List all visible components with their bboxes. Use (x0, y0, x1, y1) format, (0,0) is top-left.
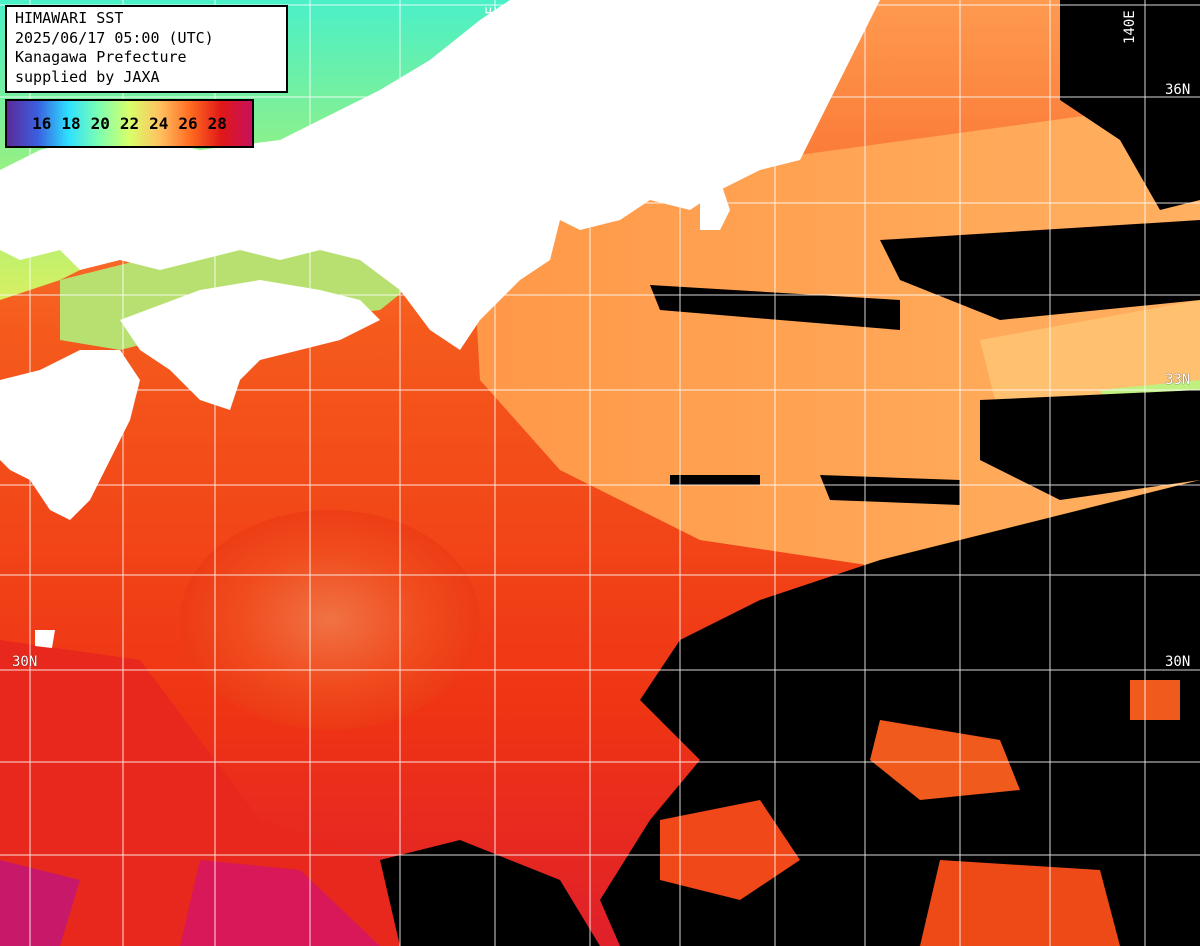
warm-patch-2 (870, 720, 1020, 800)
lon-label-140e: 140E (1122, 10, 1138, 44)
izu-peninsula (700, 180, 730, 230)
cloud-mass-south (380, 840, 600, 946)
map-title: HIMAWARI SST (15, 9, 124, 27)
warm-patch-1 (660, 800, 800, 900)
legend-tick: 28 (207, 114, 227, 133)
magenta-patch-west (0, 860, 80, 946)
legend-tick: 26 (178, 114, 198, 133)
legend-tick: 20 (90, 114, 110, 133)
lat-label-33n: 33N (1165, 372, 1191, 388)
kyushu-land (0, 350, 140, 520)
lat-label-30n-west: 30N (12, 654, 38, 670)
hot-sea-region (0, 640, 420, 946)
lat-label-30n-east: 30N (1165, 654, 1191, 670)
title-box: HIMAWARI SST 2025/06/17 05:00 (UTC) Kana… (5, 5, 288, 93)
magenta-patch (180, 860, 380, 946)
legend-tick: 18 (61, 114, 81, 133)
lat-label-36n: 36N (1165, 82, 1191, 98)
cloud-band-3 (820, 475, 960, 505)
legend-tick: 16 (32, 114, 52, 133)
map-publisher: Kanagawa Prefecture (15, 48, 187, 66)
warm-patch-4 (1130, 680, 1180, 720)
small-island (35, 630, 55, 648)
warm-patch-3 (920, 860, 1120, 946)
cloud-mass-ne (1060, 0, 1200, 210)
map-supplier: supplied by JAXA (15, 67, 160, 86)
honshu-land (0, 0, 880, 350)
map-timestamp: 2025/06/17 05:00 (UTC) (15, 28, 214, 47)
color-scale-legend: 16 18 20 22 24 26 28 (5, 99, 254, 148)
legend-tick: 22 (119, 114, 140, 133)
lon-label-136e: 136E (484, 6, 500, 40)
legend-tick: 24 (149, 114, 169, 133)
shikoku-land (120, 280, 380, 410)
warm-eddy (180, 510, 480, 730)
cloud-band-4 (670, 475, 760, 485)
